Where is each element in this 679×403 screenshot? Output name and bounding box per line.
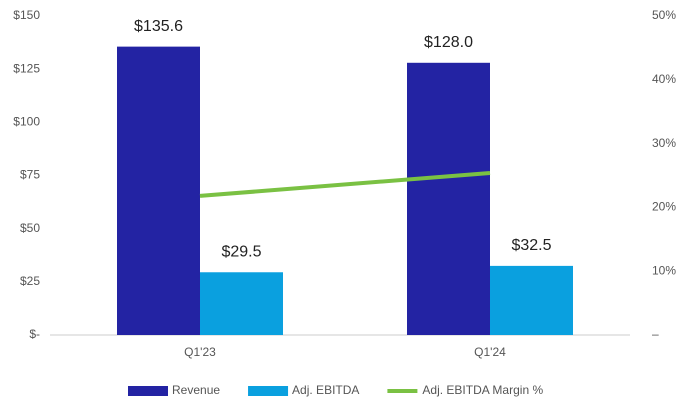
legend-label: Revenue <box>172 383 220 397</box>
y2-tick-label: 20% <box>652 200 676 214</box>
x-tick-label: Q1'24 <box>474 345 506 359</box>
bar <box>490 265 573 335</box>
y2-tick-label: 40% <box>652 72 676 86</box>
line <box>199 170 491 198</box>
value-label: $32.5 <box>511 237 551 254</box>
value-label: $135.6 <box>134 18 183 35</box>
y-tick-label: $150 <box>13 8 40 22</box>
y-tick-label: $50 <box>20 221 40 235</box>
y-tick-label: $75 <box>20 168 40 182</box>
y2-tick-label: 50% <box>652 8 676 22</box>
legend-label: Adj. EBITDA Margin % <box>422 383 543 397</box>
y-tick-label: $125 <box>13 61 40 75</box>
x-tick-label: Q1'23 <box>184 345 216 359</box>
y2-tick-label: 30% <box>652 136 676 150</box>
bar <box>117 46 200 336</box>
bar <box>407 62 490 335</box>
bar <box>200 272 283 335</box>
value-label: $128.0 <box>424 34 473 51</box>
y-tick-label: $100 <box>13 115 40 129</box>
legend-swatch <box>248 386 289 396</box>
y2-tick-label: – <box>652 327 659 341</box>
y2-tick-label: 10% <box>652 263 676 277</box>
y-tick-label: $- <box>29 327 40 341</box>
value-label: $29.5 <box>221 243 261 260</box>
y-tick-label: $25 <box>20 274 40 288</box>
legend-label: Adj. EBITDA <box>292 383 359 397</box>
legend-swatch <box>128 386 168 396</box>
